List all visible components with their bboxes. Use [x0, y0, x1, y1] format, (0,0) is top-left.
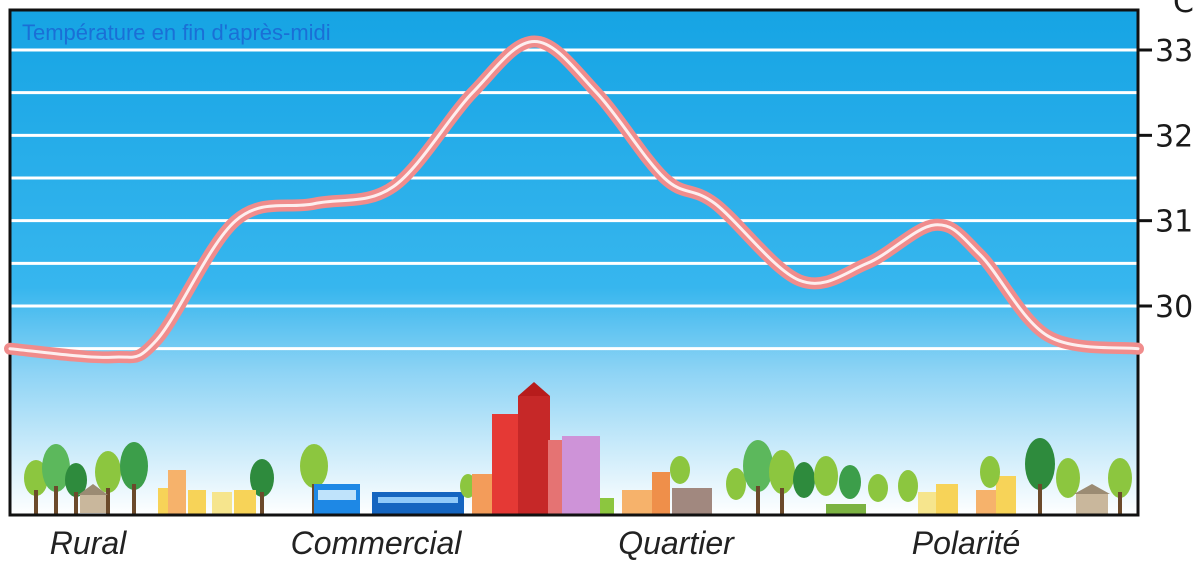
- neighbourhood-trees: [726, 440, 888, 514]
- chart-title: Température en fin d'après-midi: [22, 20, 331, 45]
- zone-label: Rural: [50, 525, 127, 561]
- y-tick-label: 32: [1155, 119, 1193, 154]
- y-tick-label: 33: [1155, 34, 1193, 69]
- rural-houses: [158, 470, 256, 514]
- polarity-district: [898, 438, 1132, 514]
- commercial-buildings: [300, 444, 476, 514]
- zone-label: Polarité: [912, 525, 1021, 561]
- rural-trees: [24, 442, 274, 514]
- unit-label: °C: [1158, 0, 1194, 20]
- zone-label: Quartier: [618, 525, 735, 561]
- zone-labels: Rural Commercial Quartier Polarité: [50, 525, 1020, 561]
- city-skyline-illustration: [24, 382, 1132, 514]
- neighbourhood-houses: [622, 456, 712, 514]
- temperature-curve-highlight: [8, 40, 1140, 359]
- y-axis: 30 31 32 33: [1138, 34, 1193, 325]
- plot-frame: [8, 8, 1140, 517]
- downtown-towers: [472, 382, 614, 514]
- y-tick-label: 30: [1155, 290, 1193, 325]
- zone-label: Commercial: [291, 525, 463, 561]
- y-tick-label: 31: [1155, 205, 1193, 240]
